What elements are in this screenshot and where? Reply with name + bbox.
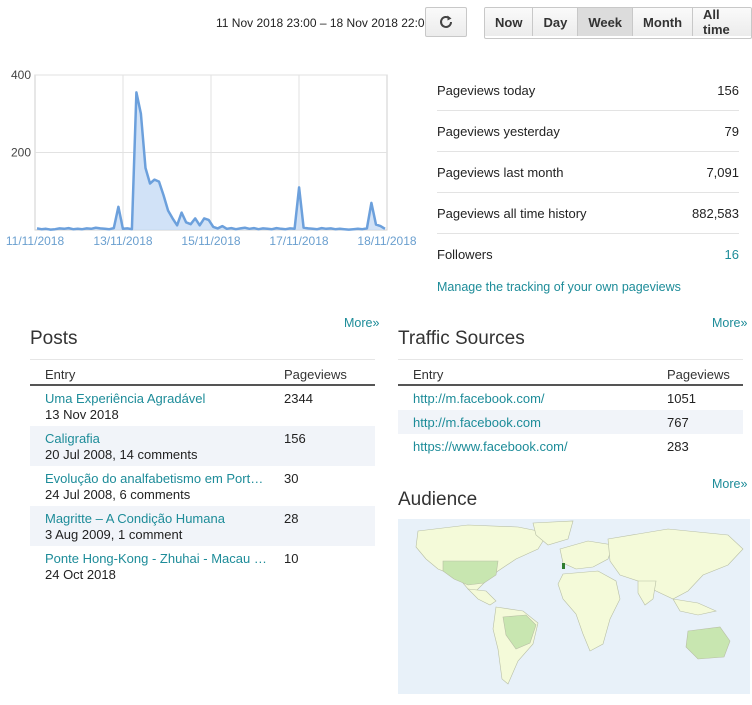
post-link[interactable]: Evolução do analfabetismo em Port… [45,471,264,486]
col-pageviews-header: Pageviews [284,367,347,382]
post-views: 10 [284,551,299,566]
post-views: 2344 [284,391,313,406]
stat-label: Followers [437,246,493,262]
posts-table: Entry Pageviews Uma Experiência Agradáve… [30,359,375,586]
chart-x-tick-label: 11/11/2018 [6,234,65,248]
pageviews-chart: 400 200 11/11/2018 13/11/2018 15/11/2018 17/… [6,68,417,248]
table-row: Evolução do analfabetismo em Port… 24 Jul… [30,466,375,506]
range-now-button[interactable]: Now [485,8,533,36]
traffic-table: Entry Pageviews http://m.facebook.com/ 1… [398,359,743,458]
table-row: Ponte Hong-Kong - Zhuhai - Macau … 24 Oct… [30,546,375,586]
traffic-source-link[interactable]: http://m.facebook.com [413,414,541,430]
table-row: Magritte – A Condição Humana 3 Aug 2009, … [30,506,375,546]
range-day-button[interactable]: Day [532,8,578,36]
stat-value: 79 [724,123,739,139]
traffic-table-header: Entry Pageviews [398,359,743,386]
audience-title: Audience [398,489,478,510]
manage-tracking-link[interactable]: Manage the tracking of your own pageview… [437,280,681,294]
stat-row-followers: Followers 16 [437,234,739,274]
post-meta: 13 Nov 2018 [45,407,119,422]
traffic-source-link[interactable]: http://m.facebook.com/ [413,390,545,406]
post-views: 28 [284,511,299,526]
stat-label: Pageviews last month [437,164,564,180]
post-meta: 3 Aug 2009, 1 comment [45,527,183,542]
chart-series-line [36,91,386,231]
map-india [637,580,657,606]
table-row: https://www.facebook.com/ 283 [398,434,743,458]
chart-y-tick-label: 200 [11,146,31,160]
map-portugal [562,563,565,569]
refresh-icon [440,15,452,28]
stat-value: 156 [717,82,739,98]
post-views: 156 [284,431,306,446]
followers-count-link[interactable]: 16 [724,246,739,262]
col-entry-header: Entry [413,367,444,382]
posts-title: Posts [30,328,78,349]
traffic-views: 283 [667,438,689,454]
stat-row-yesterday: Pageviews yesterday 79 [437,111,739,152]
col-entry-header: Entry [45,367,76,382]
post-views: 30 [284,471,299,486]
table-row: Uma Experiência Agradável 13 Nov 2018 234… [30,386,375,426]
map-usa [442,560,499,586]
map-australia [685,626,731,660]
post-meta: 20 Jul 2008, 14 comments [45,447,198,462]
stat-row-last-month: Pageviews last month 7,091 [437,152,739,193]
traffic-views: 767 [667,414,689,430]
traffic-source-link[interactable]: https://www.facebook.com/ [413,438,568,454]
map-central-america [467,588,497,606]
stat-label: Pageviews all time history [437,205,587,221]
post-link[interactable]: Caligrafia [45,431,100,446]
traffic-title: Traffic Sources [398,328,525,349]
range-month-button[interactable]: Month [632,8,693,36]
chart-x-tick-label: 17/11/2018 [269,234,328,248]
chart-x-tick-label: 18/11/2018 [357,234,416,248]
table-row: Caligrafia 20 Jul 2008, 14 comments 156 [30,426,375,466]
table-row: http://m.facebook.com 767 [398,410,743,434]
post-link[interactable]: Uma Experiência Agradável [45,391,206,406]
range-week-button[interactable]: Week [577,8,633,36]
chart-x-tick-label: 15/11/2018 [181,234,240,248]
table-row: http://m.facebook.com/ 1051 [398,386,743,410]
post-link[interactable]: Magritte – A Condição Humana [45,511,225,526]
traffic-views: 1051 [667,390,696,406]
col-pageviews-header: Pageviews [667,367,730,382]
posts-more-link[interactable]: More» [344,316,380,330]
map-greenland [532,520,574,546]
post-meta: 24 Jul 2008, 6 comments [45,487,191,502]
map-southeast-asia [672,598,717,616]
chart-x-tick-label: 13/11/2018 [93,234,152,248]
stat-label: Pageviews yesterday [437,123,560,139]
stats-panel: Pageviews today 156 Pageviews yesterday … [437,70,739,274]
post-link[interactable]: Ponte Hong-Kong - Zhuhai - Macau … [45,551,267,566]
range-selector: Now Day Week Month All time [484,7,752,39]
stat-row-today: Pageviews today 156 [437,70,739,111]
chart-y-tick-label: 400 [11,68,31,82]
posts-table-header: Entry Pageviews [30,359,375,386]
stat-row-all-time: Pageviews all time history 882,583 [437,193,739,234]
stat-value: 7,091 [706,164,739,180]
audience-more-link[interactable]: More» [712,477,748,491]
post-meta: 24 Oct 2018 [45,567,116,582]
map-europe [559,540,614,570]
map-brazil [502,614,537,650]
map-africa [557,570,621,652]
range-alltime-button[interactable]: All time [692,8,751,37]
traffic-more-link[interactable]: More» [712,316,748,330]
audience-world-map [398,519,750,694]
stat-label: Pageviews today [437,82,536,98]
stat-value: 882,583 [692,205,739,221]
date-range-label: 11 Nov 2018 23:00 – 18 Nov 2018 22:00 [216,16,432,30]
refresh-button[interactable] [425,7,467,37]
